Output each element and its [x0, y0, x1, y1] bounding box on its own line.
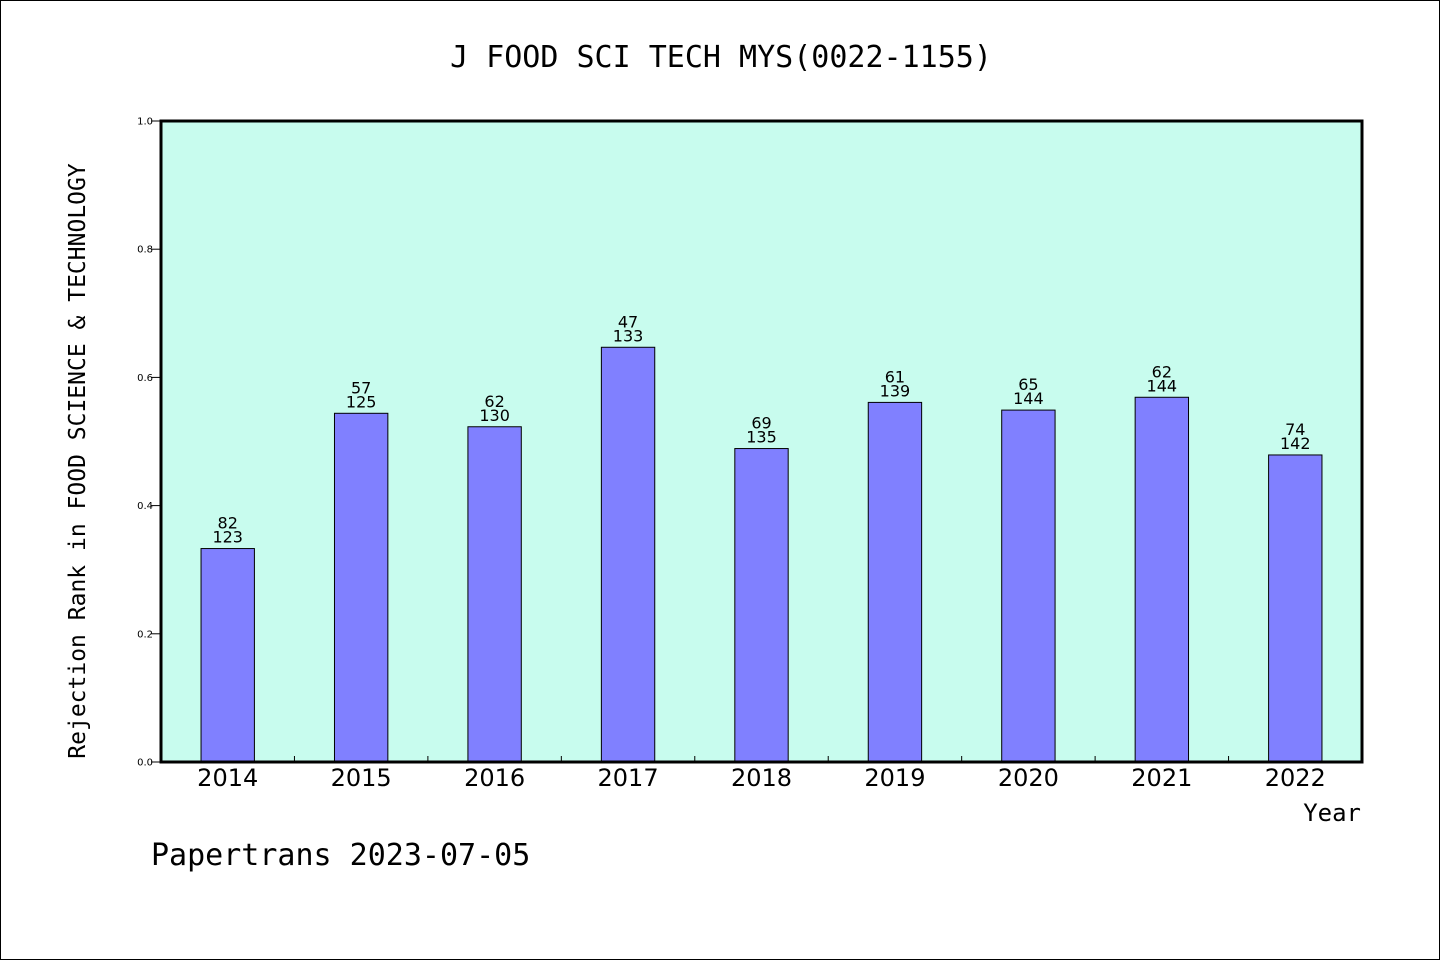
bar-2020	[1001, 409, 1056, 763]
y-tick-label: 0.6	[137, 373, 153, 384]
bar-rank-label: 47	[618, 312, 638, 331]
bar-total-label: 130	[479, 406, 510, 425]
bar-2017	[600, 346, 656, 763]
y-tick-label: 0.2	[137, 629, 153, 640]
bar-rank-label: 65	[1018, 375, 1038, 394]
bar-rank-label: 74	[1285, 420, 1305, 439]
bar-2018	[734, 448, 789, 763]
plot-area: 0.00.20.40.60.81.08212320145712520156213…	[137, 117, 1364, 792]
x-tick-label: 2018	[731, 764, 792, 792]
x-axis-label: Year	[1303, 799, 1361, 827]
bar-total-label: 133	[613, 326, 644, 345]
y-tick-label: 0.4	[137, 501, 153, 512]
x-tick-label: 2016	[464, 764, 525, 792]
bar-2021	[1134, 396, 1190, 763]
x-tick-label: 2022	[1265, 764, 1326, 792]
bar-rank-label: 57	[351, 378, 371, 397]
bar-2019	[867, 401, 923, 763]
bar-2015	[333, 412, 389, 763]
bar-total-label: 135	[746, 428, 777, 447]
x-tick-label: 2014	[197, 764, 258, 792]
x-tick-label: 2017	[598, 764, 659, 792]
y-tick-label: 0.0	[137, 758, 153, 769]
y-tick-label: 0.8	[137, 245, 153, 256]
bar-total-label: 144	[1147, 376, 1178, 395]
plot-border	[159, 119, 1364, 764]
bar-rank-label: 82	[218, 514, 238, 533]
bar-rank-label: 62	[1152, 362, 1172, 381]
bar-rank-label: 62	[484, 392, 504, 411]
bar-2014	[200, 548, 255, 763]
bar-2022	[1268, 454, 1323, 763]
chart-title: J FOOD SCI TECH MYS(0022-1155)	[450, 40, 992, 75]
x-tick-label: 2015	[331, 764, 392, 792]
bar-total-label: 125	[346, 392, 377, 411]
y-axis-label: Rejection Rank in FOOD SCIENCE & TECHNOL…	[65, 163, 91, 759]
y-tick-label: 1.0	[137, 117, 153, 128]
bar-rank-label: 69	[751, 414, 771, 433]
bar-total-label: 123	[212, 528, 243, 547]
bar-rank-label: 61	[885, 367, 905, 386]
bar-total-label: 144	[1013, 389, 1044, 408]
bar-total-label: 142	[1280, 434, 1311, 453]
x-tick-label: 2019	[864, 764, 925, 792]
bar-2016	[467, 426, 522, 763]
bar-total-label: 139	[880, 381, 911, 400]
x-tick-label: 2020	[998, 764, 1059, 792]
footer-watermark: Papertrans 2023-07-05	[151, 838, 530, 873]
x-tick-label: 2021	[1131, 764, 1192, 792]
